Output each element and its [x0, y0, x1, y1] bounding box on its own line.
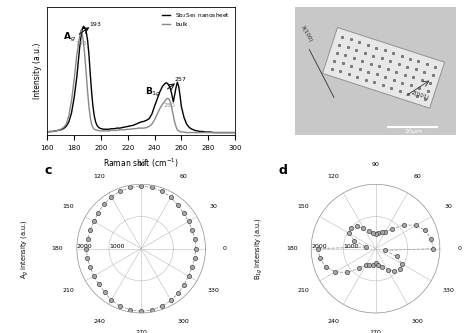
- Text: A$_g$ intensity (a.u.): A$_g$ intensity (a.u.): [19, 219, 31, 278]
- Text: d: d: [279, 164, 288, 177]
- Text: 193: 193: [89, 22, 101, 27]
- Text: B$_{1g}$ Intensity (a.u.): B$_{1g}$ Intensity (a.u.): [254, 217, 265, 280]
- Text: 250: 250: [164, 104, 176, 109]
- Text: b: b: [276, 0, 284, 3]
- Text: Z(001): Z(001): [411, 91, 430, 101]
- Text: 20$\mu$m: 20$\mu$m: [404, 127, 424, 136]
- Legend: Sb$_2$Se$_3$ nanosheet, bulk: Sb$_2$Se$_3$ nanosheet, bulk: [160, 10, 232, 29]
- Text: 185: 185: [75, 41, 87, 46]
- X-axis label: Raman shift (cm$^{-1}$): Raman shift (cm$^{-1}$): [103, 157, 179, 170]
- Text: X(100): X(100): [300, 25, 313, 43]
- Polygon shape: [322, 27, 445, 108]
- Text: 257: 257: [174, 77, 186, 82]
- Text: A$_g$: A$_g$: [64, 31, 76, 44]
- Text: a: a: [6, 0, 15, 3]
- Y-axis label: Intensity (a.u.): Intensity (a.u.): [33, 43, 42, 99]
- Text: B$_{1g}$: B$_{1g}$: [145, 86, 162, 99]
- Text: c: c: [45, 164, 52, 177]
